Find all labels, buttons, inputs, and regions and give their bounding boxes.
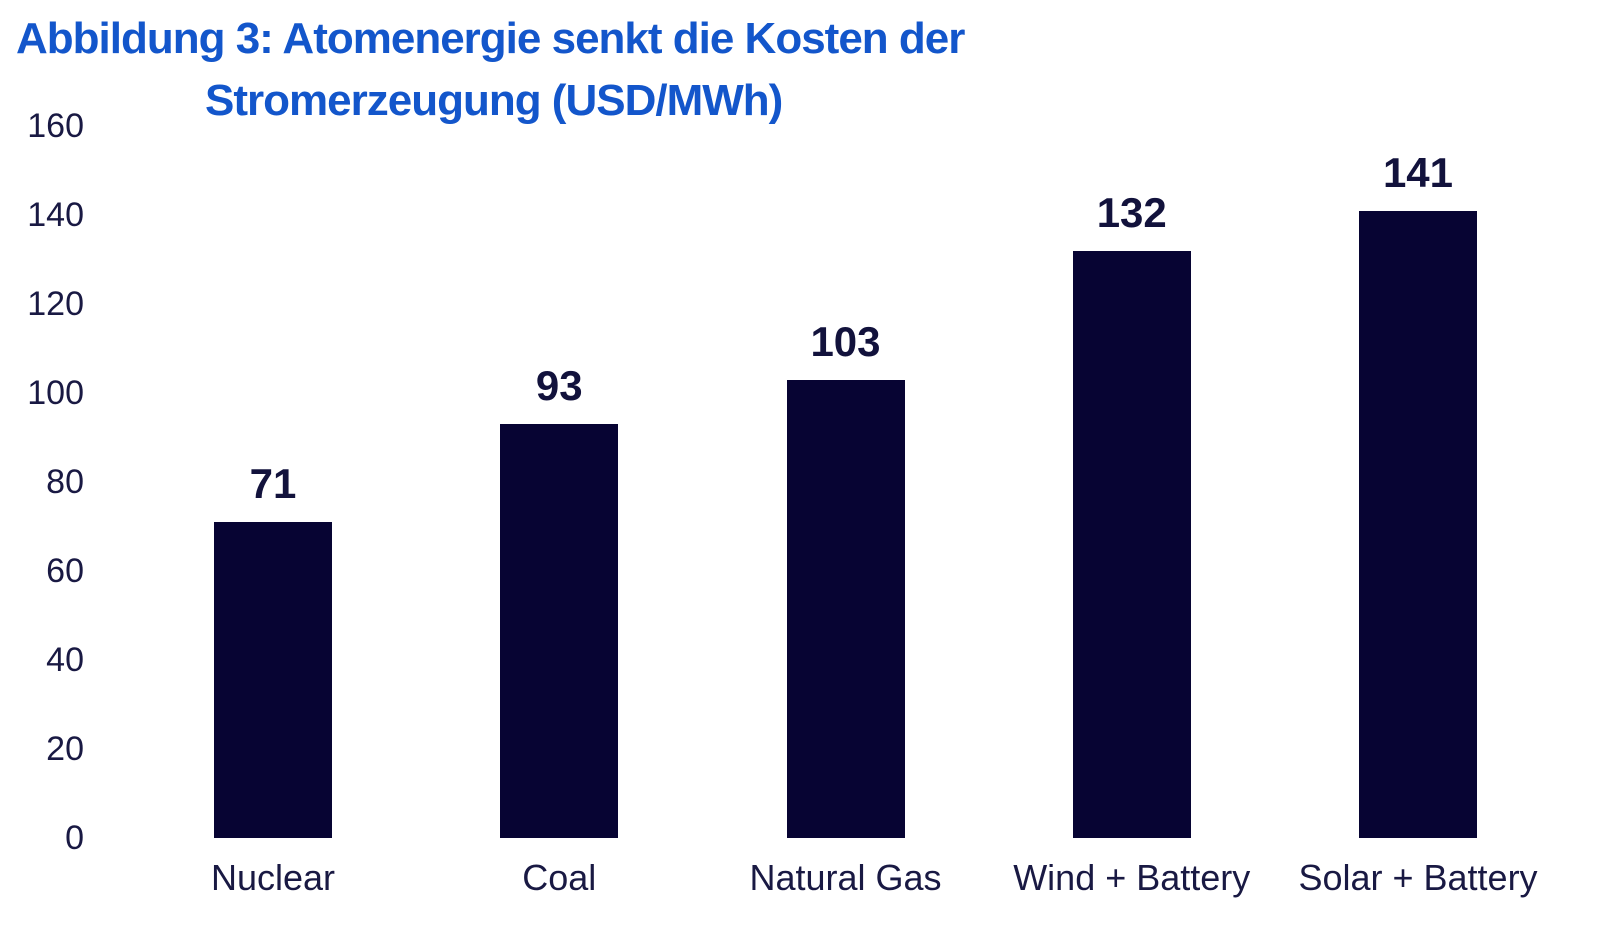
- y-axis-tick-label: 100: [27, 374, 84, 412]
- y-axis-tick-label: 80: [46, 463, 84, 501]
- y-axis-tick-label: 0: [65, 819, 84, 857]
- y-axis-tick-label: 120: [27, 285, 84, 323]
- bar-natural-gas: [786, 379, 905, 838]
- x-axis-category-label-solar-battery: Solar + Battery: [1298, 857, 1538, 898]
- bar-value-label-solar-battery: 141: [1382, 148, 1454, 196]
- bar-wind-battery: [1072, 250, 1191, 838]
- chart-title-line2: Stromerzeugung (USD/MWh): [205, 76, 783, 125]
- bar-coal: [500, 424, 619, 838]
- bar-solar-battery: [1359, 210, 1477, 838]
- y-axis-tick-label: 140: [27, 196, 84, 234]
- bar-value-label-nuclear: 71: [249, 460, 297, 508]
- y-axis-tick-label: 40: [46, 641, 84, 679]
- x-axis-category-label-coal: Coal: [522, 857, 597, 898]
- x-axis-category-label-wind-battery: Wind + Battery: [1013, 857, 1251, 898]
- y-axis-tick-label: 160: [27, 107, 84, 145]
- bar-value-label-natural-gas: 103: [810, 317, 881, 365]
- bar-nuclear: [214, 522, 332, 838]
- y-axis-tick-label: 20: [46, 730, 84, 768]
- bar-value-label-coal: 93: [535, 362, 583, 410]
- chart-title-line1: Abbildung 3: Atomenergie senkt die Koste…: [16, 14, 965, 63]
- y-axis-tick-label: 60: [46, 552, 84, 590]
- x-axis-category-label-natural-gas: Natural Gas: [749, 857, 942, 898]
- bar-value-label-wind-battery: 132: [1096, 188, 1167, 236]
- x-axis-category-label-nuclear: Nuclear: [210, 857, 336, 898]
